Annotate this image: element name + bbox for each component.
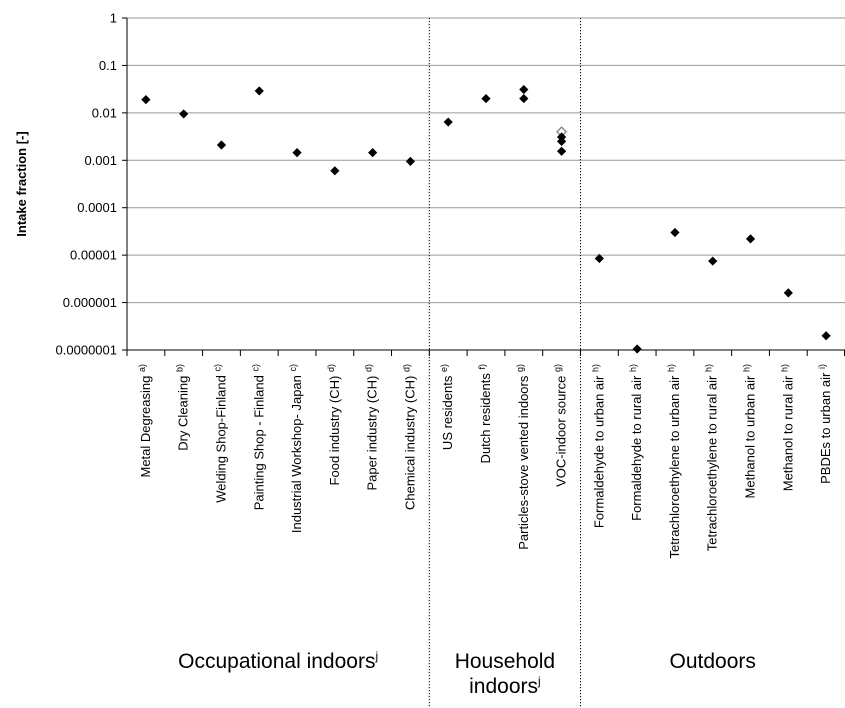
category-name: VOC-indoor source bbox=[554, 372, 569, 487]
category-note: b) bbox=[175, 364, 185, 372]
data-point bbox=[821, 331, 831, 341]
category-note: d) bbox=[326, 364, 336, 372]
category-note: h) bbox=[704, 364, 714, 372]
category-name: US residents bbox=[440, 372, 455, 450]
y-tick-label: 0.001 bbox=[84, 153, 117, 168]
data-point bbox=[519, 84, 529, 95]
category-name: Industrial Workshop- Japan bbox=[289, 372, 304, 534]
data-point bbox=[368, 148, 378, 158]
category-note: a) bbox=[137, 364, 147, 372]
category-name: Welding Shop-Finland bbox=[213, 372, 228, 503]
group-label: Occupational indoorsj bbox=[178, 649, 378, 673]
group-note: j bbox=[537, 674, 541, 688]
data-point bbox=[708, 256, 718, 266]
y-tick-label: 0.1 bbox=[99, 58, 117, 73]
category-note: h) bbox=[590, 364, 600, 372]
category-name: Formaldehyde to urban air bbox=[591, 372, 606, 528]
y-tick-label: 0.00001 bbox=[70, 248, 117, 263]
category-name: Paper industry (CH) bbox=[365, 372, 380, 490]
data-point bbox=[556, 136, 567, 147]
x-category-label: Food industry (CH) d) bbox=[326, 364, 342, 485]
category-note: h) bbox=[666, 364, 676, 372]
group-name: Household bbox=[455, 650, 555, 673]
x-category-label: Metal Degreasing a) bbox=[137, 364, 153, 478]
data-point bbox=[783, 288, 793, 298]
data-point bbox=[254, 86, 264, 96]
x-category-label: Chemical industry (CH) d) bbox=[401, 364, 417, 510]
group-note: j bbox=[374, 649, 378, 663]
category-name: Methanol to urban air bbox=[743, 372, 758, 498]
category-name: Metal Degreasing bbox=[138, 372, 153, 478]
x-category-label: Methanol to urban air h) bbox=[742, 364, 758, 498]
group-label: Outdoors bbox=[670, 650, 756, 673]
x-category-label: Methanol to rural air h) bbox=[779, 364, 795, 491]
data-point bbox=[405, 156, 416, 166]
category-note: g) bbox=[553, 364, 563, 372]
category-note: h) bbox=[779, 364, 789, 372]
category-name: Dry Cleaning bbox=[176, 372, 191, 451]
x-category-label: Painting Shop - Finland c) bbox=[250, 364, 266, 510]
x-category-label: Tetrachloroethylene to rural air h) bbox=[704, 364, 720, 551]
x-category-label: Dutch residents f) bbox=[477, 364, 493, 463]
category-name: Methanol to rural air bbox=[780, 372, 795, 491]
data-point bbox=[216, 140, 227, 150]
data-point bbox=[519, 93, 529, 104]
data-point bbox=[330, 166, 340, 176]
data-point bbox=[745, 234, 756, 244]
category-name: Formaldehyde to rural air bbox=[629, 372, 644, 521]
category-note: f) bbox=[477, 364, 487, 370]
x-category-label: Tetrachloroethylene to urban air h) bbox=[666, 364, 682, 558]
y-tick-label: 1 bbox=[110, 11, 117, 26]
y-axis-title: Intake fraction [-] bbox=[14, 131, 29, 236]
category-note: c) bbox=[212, 364, 222, 372]
category-note: h) bbox=[742, 364, 752, 372]
x-category-label: VOC-indoor source g) bbox=[553, 364, 569, 487]
x-category-label: Formaldehyde to rural air h) bbox=[628, 364, 644, 521]
category-name: Chemical industry (CH) bbox=[402, 372, 417, 510]
x-category-label: Formaldehyde to urban air h) bbox=[590, 364, 606, 528]
data-point bbox=[443, 117, 453, 127]
x-category-label: PBDEs to urban air i) bbox=[817, 364, 833, 484]
category-name: PBDEs to urban air bbox=[818, 369, 833, 484]
category-note: d) bbox=[401, 364, 411, 372]
y-tick-label: 0.01 bbox=[92, 105, 117, 120]
group-label: Household bbox=[455, 650, 555, 673]
x-category-label: Paper industry (CH) d) bbox=[364, 364, 380, 491]
x-category-label: Particles-stove vented indoors g) bbox=[515, 364, 531, 550]
category-note: e) bbox=[439, 364, 449, 372]
category-note: h) bbox=[628, 364, 638, 372]
group-label: indoorsj bbox=[469, 674, 541, 698]
category-note: d) bbox=[364, 364, 374, 372]
data-point bbox=[179, 109, 189, 119]
data-point bbox=[632, 344, 642, 354]
data-point bbox=[556, 146, 567, 156]
category-name: Tetrachloroethylene to rural air bbox=[705, 372, 720, 551]
group-name: indoors bbox=[469, 675, 538, 698]
x-category-label: Welding Shop-Finland c) bbox=[212, 364, 228, 503]
category-name: Particles-stove vented indoors bbox=[516, 372, 531, 550]
category-note: i) bbox=[817, 364, 827, 369]
category-name: Tetrachloroethylene to urban air bbox=[667, 372, 682, 558]
x-category-label: Industrial Workshop- Japan c) bbox=[288, 364, 304, 533]
category-note: c) bbox=[288, 364, 298, 372]
x-category-label: US residents e) bbox=[439, 364, 455, 450]
data-point bbox=[481, 93, 491, 104]
data-point bbox=[594, 253, 604, 264]
x-category-label: Dry Cleaning b) bbox=[175, 364, 191, 451]
data-point bbox=[292, 148, 302, 158]
data-point bbox=[141, 95, 151, 105]
group-name: Occupational indoors bbox=[178, 650, 375, 673]
category-name: Dutch residents bbox=[478, 370, 493, 464]
group-name: Outdoors bbox=[670, 650, 756, 673]
category-note: c) bbox=[250, 364, 260, 372]
y-tick-label: 0.000001 bbox=[63, 295, 117, 310]
y-tick-label: 0.0001 bbox=[77, 200, 117, 215]
category-name: Painting Shop - Finland bbox=[251, 372, 266, 511]
data-point bbox=[670, 227, 680, 238]
category-note: g) bbox=[515, 364, 525, 372]
y-tick-label: 0.0000001 bbox=[56, 343, 117, 358]
category-name: Food industry (CH) bbox=[327, 372, 342, 485]
